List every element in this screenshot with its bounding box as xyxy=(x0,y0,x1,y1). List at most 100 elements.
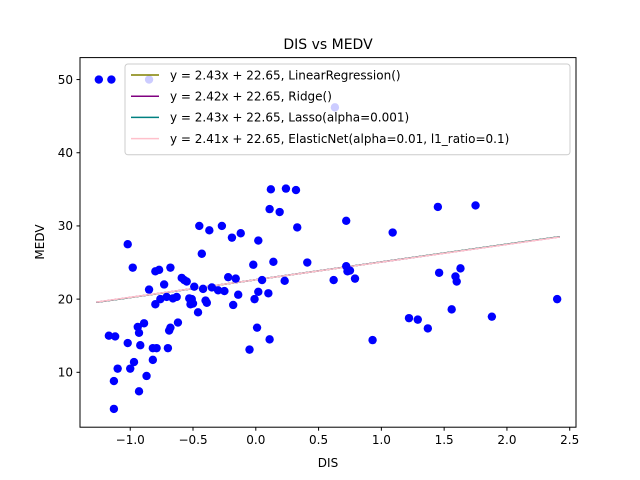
scatter-point xyxy=(148,355,158,365)
scatter-point xyxy=(188,299,198,308)
scatter-point xyxy=(163,343,173,353)
regression-lines xyxy=(96,235,560,304)
scatter-point xyxy=(471,201,480,210)
scatter-point xyxy=(228,300,238,310)
scatter-point xyxy=(139,319,149,328)
scatter-point xyxy=(123,240,132,249)
scatter-point xyxy=(173,318,183,327)
scatter-point xyxy=(350,274,360,283)
legend-entry: y = 2.43x + 22.65, LinearRegression() xyxy=(170,68,401,82)
scatter-point xyxy=(257,275,267,285)
chart-title: DIS vs MEDV xyxy=(283,37,373,53)
legend-box xyxy=(124,63,571,156)
scatter-point xyxy=(266,185,276,194)
scatter-point xyxy=(434,268,444,277)
legend-entry: y = 2.41x + 22.65, ElasticNet(alpha=0.01… xyxy=(170,132,509,146)
scatter-point xyxy=(109,376,119,386)
x-tick-label: 1.5 xyxy=(435,433,454,447)
y-tick-label: 30 xyxy=(58,219,73,233)
scatter-point xyxy=(182,277,191,286)
scatter-point xyxy=(456,264,465,273)
scatter-point xyxy=(343,267,352,276)
scatter-point xyxy=(110,332,120,341)
scatter-point xyxy=(280,276,289,286)
scatter-point xyxy=(197,249,207,258)
scatter-point xyxy=(159,280,169,289)
scatter-point xyxy=(109,404,119,414)
scatter-point xyxy=(113,364,122,373)
scatter-point xyxy=(275,207,284,217)
scatter-point xyxy=(227,233,237,242)
scatter-point xyxy=(291,185,301,195)
x-axis-ticks: −1.0 −0.5 0.0 0.5 1.0 1.5 2.0 2.5 xyxy=(116,427,579,447)
scatter-point xyxy=(265,335,274,344)
scatter-point xyxy=(552,294,562,304)
scatter-points xyxy=(94,75,562,414)
scatter-point xyxy=(134,328,144,337)
scatter-point xyxy=(447,305,456,314)
scatter-point xyxy=(152,343,161,353)
scatter-point xyxy=(136,341,145,350)
scatter-point xyxy=(252,323,262,332)
scatter-point xyxy=(249,260,258,269)
scatter-point xyxy=(166,263,175,272)
scatter-point xyxy=(236,229,245,238)
scatter-point xyxy=(198,284,208,294)
scatter-point xyxy=(250,294,259,304)
y-axis-ticks: 10 20 30 40 50 xyxy=(58,73,80,380)
scatter-point xyxy=(231,274,240,283)
plot-frame xyxy=(79,57,577,428)
x-tick-label: 1.0 xyxy=(372,433,391,447)
scatter-point xyxy=(329,275,338,285)
scatter-point xyxy=(303,258,312,267)
scatter-point xyxy=(154,265,164,275)
scatter-point xyxy=(217,221,227,231)
legend-entry: y = 2.42x + 22.65, Ridge() xyxy=(170,90,332,104)
scatter-point xyxy=(413,315,422,324)
scatter-point xyxy=(128,263,137,272)
scatter-point xyxy=(142,371,151,381)
scatter-point xyxy=(151,300,160,309)
scatter-point xyxy=(487,312,497,321)
scatter-point xyxy=(134,387,144,396)
scatter-point xyxy=(265,204,274,214)
x-tick-label: 2.0 xyxy=(497,433,516,447)
scatter-point xyxy=(202,298,212,307)
scatter-point xyxy=(423,324,433,333)
scatter-point xyxy=(213,286,223,295)
scatter-point xyxy=(104,331,114,340)
scatter-point xyxy=(264,289,273,298)
scatter-point xyxy=(281,184,291,193)
scatter-point xyxy=(107,75,116,84)
x-axis-label: DIS xyxy=(318,456,338,470)
scatter-point xyxy=(123,338,132,348)
scatter-point xyxy=(404,313,414,323)
x-tick-label: −0.5 xyxy=(178,433,207,447)
scatter-point xyxy=(207,283,217,292)
x-tick-label: 0.0 xyxy=(246,433,265,447)
plot-area xyxy=(94,75,562,414)
scatter-point xyxy=(223,272,233,282)
legend-entry: y = 2.43x + 22.65, Lasso(alpha=0.001) xyxy=(170,111,409,125)
scatter-point xyxy=(195,221,204,231)
x-tick-label: 0.5 xyxy=(309,433,328,447)
scatter-point xyxy=(126,364,135,373)
scatter-point xyxy=(342,216,351,226)
scatter-point xyxy=(190,282,199,291)
scatter-point xyxy=(293,223,302,232)
x-tick-label: 2.5 xyxy=(560,433,579,447)
y-tick-label: 50 xyxy=(58,73,73,87)
scatter-point xyxy=(220,286,229,296)
regression-line-3 xyxy=(96,236,560,303)
scatter-point xyxy=(166,323,175,332)
scatter-point xyxy=(254,287,263,297)
scatter-point xyxy=(193,308,203,317)
scatter-point xyxy=(129,357,139,367)
scatter-point xyxy=(162,292,171,302)
scatter-point xyxy=(234,290,243,299)
y-axis-label: MEDV xyxy=(33,224,47,260)
y-tick-label: 20 xyxy=(58,292,73,306)
scatter-point xyxy=(388,228,397,237)
x-tick-label: −1.0 xyxy=(116,433,145,447)
